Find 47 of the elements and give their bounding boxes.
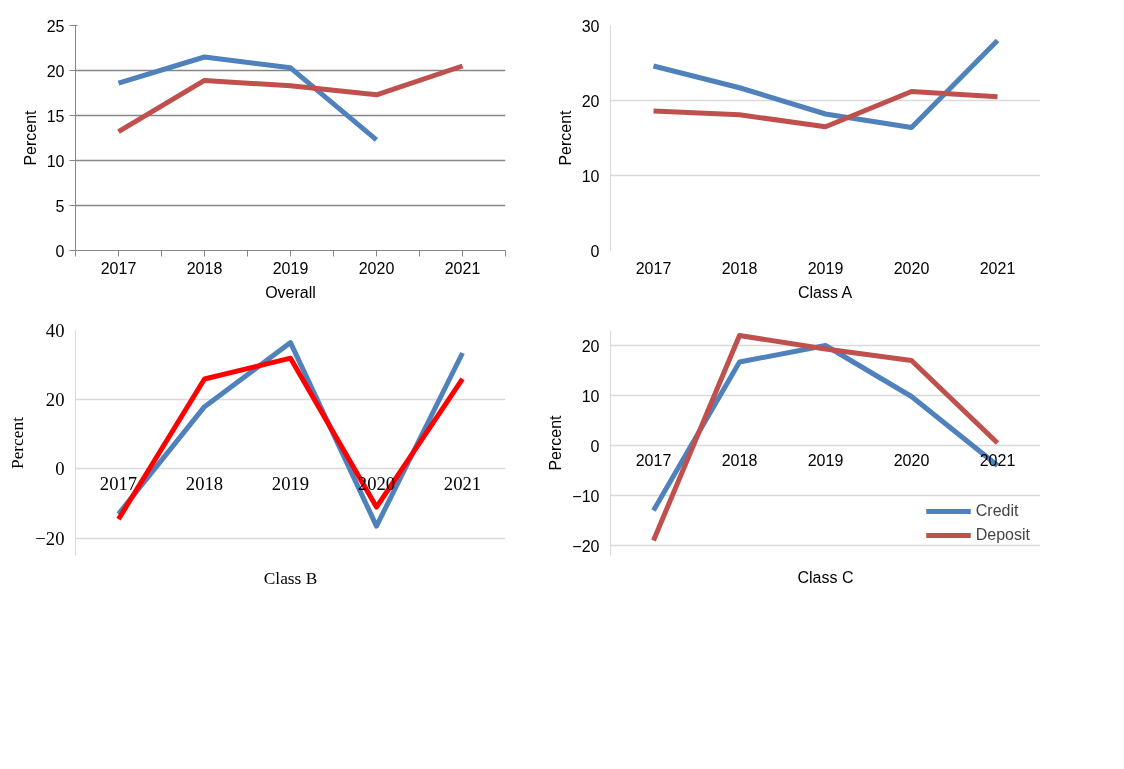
y-tick-label: 10 <box>581 387 600 405</box>
y-tick-label: 25 <box>46 17 65 35</box>
x-tick-label: 2019 <box>272 259 309 277</box>
y-axis-title: Percent <box>8 416 28 469</box>
x-tick-label: 2019 <box>807 451 844 469</box>
x-tick-label: 2021 <box>979 259 1016 277</box>
y-tick-label: 40 <box>45 320 65 341</box>
y-axis-title: Percent <box>556 109 574 166</box>
y-tick-label: 20 <box>581 337 600 355</box>
x-tick-label: 2021 <box>443 472 482 494</box>
y-axis-title: Percent <box>547 414 565 471</box>
legend-label: Credit <box>975 502 1019 520</box>
y-tick-label: −10 <box>572 487 600 505</box>
x-tick-label: 2019 <box>271 472 310 494</box>
x-tick-label: 2018 <box>185 472 224 494</box>
x-axis-title: Class C <box>797 568 854 586</box>
x-tick-label: 2017 <box>635 451 672 469</box>
x-tick-label: 2017 <box>100 259 137 277</box>
x-tick-label: 2020 <box>893 451 930 469</box>
y-tick-label: −20 <box>35 527 65 549</box>
x-tick-label: 2018 <box>186 259 223 277</box>
x-axis-title: Overall <box>265 283 316 301</box>
y-tick-label: 20 <box>46 62 65 80</box>
x-tick-label: 2020 <box>893 259 930 277</box>
x-tick-label: 2017 <box>635 259 672 277</box>
y-tick-label: 10 <box>581 167 600 185</box>
y-tick-label: 20 <box>581 92 600 110</box>
y-axis-title: Percent <box>21 109 39 166</box>
y-tick-label: 10 <box>46 152 65 170</box>
y-tick-label: 20 <box>45 389 65 411</box>
x-axis-title: Class B <box>263 568 318 588</box>
y-tick-label: 30 <box>581 17 600 35</box>
x-tick-label: 2019 <box>807 259 844 277</box>
x-tick-label: 2018 <box>721 259 758 277</box>
x-axis-title: Class A <box>797 283 853 301</box>
x-tick-label: 2017 <box>99 472 138 494</box>
y-tick-label: 0 <box>55 458 65 480</box>
y-tick-label: 5 <box>55 197 65 215</box>
x-tick-label: 2018 <box>721 451 758 469</box>
y-tick-label: −20 <box>572 537 600 555</box>
y-tick-label: 0 <box>590 437 600 455</box>
y-tick-label: 0 <box>55 242 65 260</box>
x-tick-label: 2021 <box>444 259 481 277</box>
y-tick-label: 0 <box>590 242 600 260</box>
legend-label: Deposit <box>975 526 1030 544</box>
y-tick-label: 15 <box>46 107 65 125</box>
x-tick-label: 2020 <box>358 259 395 277</box>
